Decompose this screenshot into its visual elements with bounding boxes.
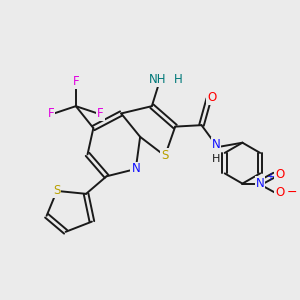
Text: −: −	[287, 186, 297, 199]
Text: N: N	[131, 163, 140, 176]
Text: F: F	[98, 107, 104, 120]
Text: N: N	[212, 138, 220, 151]
Text: NH: NH	[149, 74, 167, 86]
Text: F: F	[73, 75, 79, 88]
Text: O: O	[275, 168, 284, 181]
Text: F: F	[48, 107, 54, 120]
Text: S: S	[161, 149, 169, 162]
Text: O: O	[275, 186, 284, 199]
Text: H: H	[212, 154, 220, 164]
Text: H: H	[174, 74, 182, 86]
Text: O: O	[207, 91, 216, 104]
Text: S: S	[53, 184, 61, 197]
Text: N: N	[256, 177, 264, 190]
Text: +: +	[266, 172, 274, 182]
